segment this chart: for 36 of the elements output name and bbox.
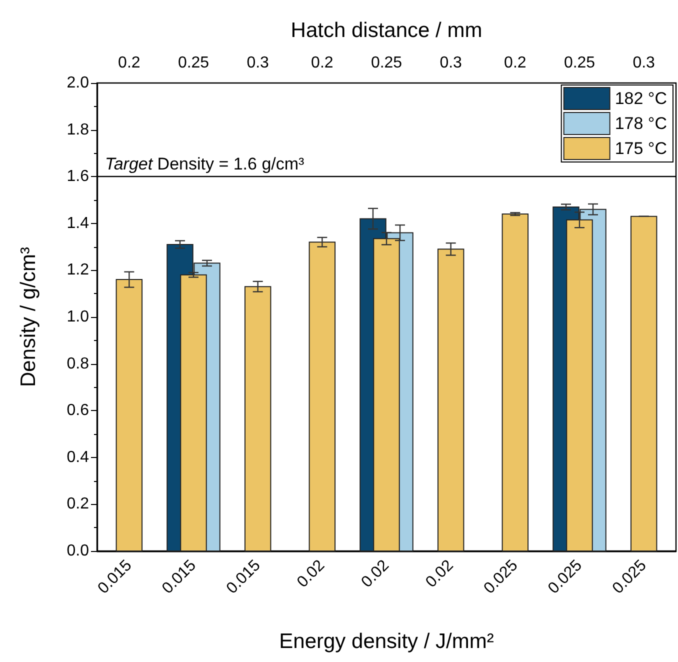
- y-tick-label: 2.0: [66, 74, 90, 92]
- y-tick-label: 0.0: [66, 542, 90, 560]
- text: 0.2: [311, 54, 334, 72]
- legend-label: 182 °C: [614, 89, 668, 108]
- x-tick-label: 0.02: [294, 556, 328, 592]
- y-tick-label: 1.6: [66, 168, 90, 186]
- text: 0.25: [370, 54, 402, 72]
- text: 0.2: [504, 54, 526, 72]
- ref-line-label: Target Density = 1.6 g/cm³: [105, 154, 305, 174]
- bar: [630, 216, 658, 552]
- text: 0.25: [564, 54, 596, 72]
- legend-label: 175 °C: [614, 139, 668, 158]
- y-tick-label: 1.2: [66, 262, 90, 279]
- bar: [502, 214, 529, 552]
- y-tick-label: 1.4: [66, 214, 90, 232]
- x2-axis-title: Hatch distance / mm: [290, 19, 482, 42]
- y-tick-label: 0.2: [66, 496, 90, 513]
- y-tick-label: 0.8: [66, 355, 90, 372]
- bar: [437, 248, 464, 552]
- bar: [244, 286, 272, 552]
- y-axis-title: Density / g/cm³: [17, 246, 40, 388]
- text: 0.3: [632, 54, 656, 72]
- text: 0.3: [440, 54, 462, 72]
- y-tick-label: 1.0: [66, 308, 90, 326]
- y-tick-label: 0.4: [66, 448, 90, 466]
- text: 0.3: [246, 54, 270, 72]
- bar: [116, 279, 143, 552]
- legend-label: 178 °C: [614, 114, 668, 133]
- x-axis-title: Energy density / J/mm²: [279, 630, 494, 653]
- x-tick-label: 0.02: [422, 556, 457, 592]
- text: 0.25: [178, 54, 210, 72]
- y-tick-label: 1.8: [66, 121, 90, 138]
- x-tick-label: 0.02: [358, 556, 393, 592]
- text: 0.2: [118, 54, 140, 72]
- y-tick-label: 0.6: [66, 402, 90, 420]
- bar: [308, 242, 336, 552]
